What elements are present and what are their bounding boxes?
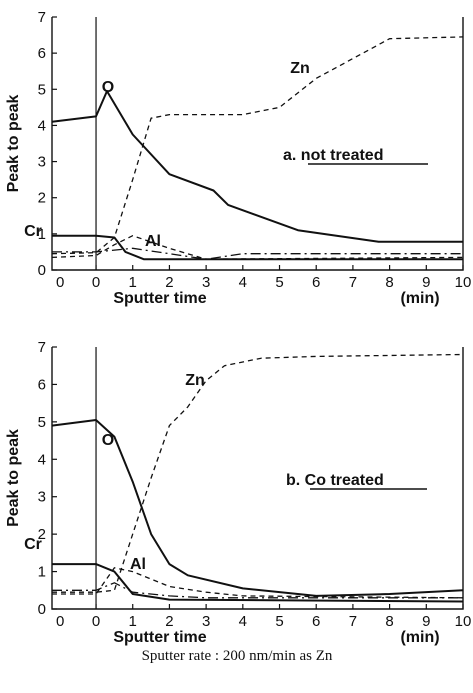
series-line-unlabeled	[52, 247, 463, 260]
axes-frame	[51, 17, 464, 271]
series-label-o: O	[102, 79, 114, 96]
series-line-cr	[52, 234, 463, 261]
x-tick-label: 0	[92, 274, 100, 291]
x-tick-label: 9	[422, 274, 430, 291]
x-tick-label: 0	[56, 274, 64, 291]
figure-caption: Sputter rate : 200 nm/min as Zn	[142, 648, 333, 664]
x-tick-label: 8	[385, 613, 393, 630]
sample-annotation: a. not treated	[283, 147, 383, 164]
y-tick-label: 1	[38, 564, 46, 581]
axes-frame	[51, 347, 464, 610]
x-tick-label: 2	[165, 613, 173, 630]
y-tick-label: 3	[38, 154, 46, 171]
x-tick-label: 1	[129, 613, 137, 630]
series-label-cr: Cr	[24, 223, 42, 240]
y-tick-label: 4	[38, 117, 46, 134]
y-tick-label: 6	[38, 45, 46, 62]
x-axis-unit: (min)	[400, 290, 439, 307]
x-tick-label: 6	[312, 613, 320, 630]
x-tick-label: 8	[385, 274, 393, 291]
y-axis-label: Peak to peak	[5, 94, 22, 192]
x-axis-label: Sputter time	[113, 629, 206, 646]
y-tick-label: 4	[38, 451, 46, 468]
sample-annotation: b. Co treated	[286, 472, 384, 489]
y-tick-label: 7	[38, 339, 46, 356]
x-tick-label: 5	[275, 274, 283, 291]
x-axis-unit: (min)	[400, 629, 439, 646]
y-tick-label: 5	[38, 414, 46, 431]
series-line-zn	[51, 36, 464, 255]
x-tick-label: 5	[275, 613, 283, 630]
y-tick-label: 2	[38, 526, 46, 543]
x-tick-label: 3	[202, 613, 210, 630]
y-tick-label: 6	[38, 376, 46, 393]
x-tick-label: 6	[312, 274, 320, 291]
series-label-zn: Zn	[185, 372, 205, 389]
y-tick-label: 5	[38, 81, 46, 98]
y-axis-label: Peak to peak	[5, 429, 22, 527]
x-tick-label: 7	[349, 274, 357, 291]
x-tick-label: 7	[349, 613, 357, 630]
series-line-o	[51, 90, 463, 243]
x-tick-label: 2	[165, 274, 173, 291]
x-tick-label: 1	[129, 274, 137, 291]
series-line-cr	[52, 563, 464, 603]
y-tick-label: 2	[38, 190, 46, 207]
series-line-unlabeled	[52, 582, 463, 599]
x-tick-label: 10	[455, 613, 472, 630]
x-tick-label: 3	[202, 274, 210, 291]
x-tick-label: 9	[422, 613, 430, 630]
series-label-al: Al	[145, 233, 161, 250]
x-tick-label: 4	[239, 274, 247, 291]
series-line-zn	[52, 353, 464, 593]
x-tick-label: 0	[92, 613, 100, 630]
series-label-zn: Zn	[290, 60, 310, 77]
y-tick-label: 7	[38, 9, 46, 26]
y-tick-label: 1	[38, 226, 46, 243]
series-line-al	[51, 235, 464, 260]
series-label-al: Al	[130, 556, 146, 573]
series-line-o	[51, 419, 464, 597]
y-tick-label: 3	[38, 489, 46, 506]
x-tick-label: 10	[455, 274, 472, 291]
series-label-o: O	[102, 432, 114, 449]
y-tick-label: 0	[38, 262, 46, 279]
y-tick-label: 0	[38, 601, 46, 618]
x-tick-label: 4	[239, 613, 247, 630]
series-label-cr: Cr	[24, 536, 42, 553]
x-tick-label: 0	[56, 613, 64, 630]
x-axis-label: Sputter time	[113, 290, 206, 307]
